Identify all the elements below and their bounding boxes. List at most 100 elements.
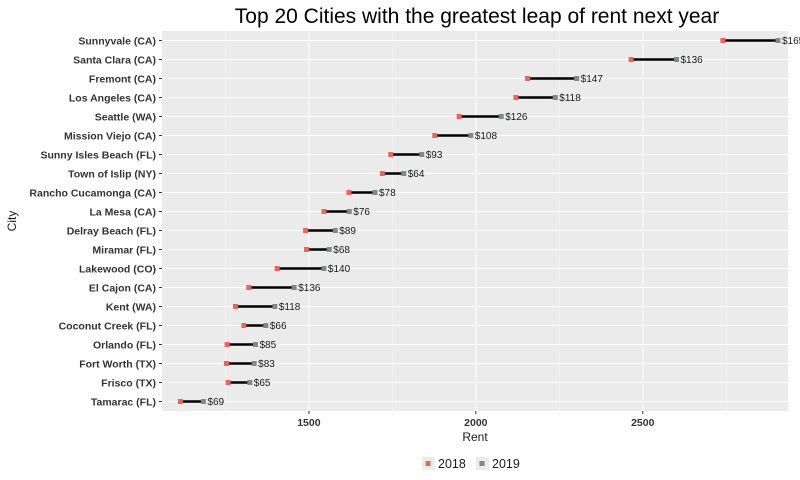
legend-label: 2019 <box>492 457 520 471</box>
legend-item: 2019 <box>476 457 520 471</box>
point-2019 <box>200 399 206 404</box>
increase-label: $136 <box>680 55 703 66</box>
increase-label: $83 <box>258 359 275 370</box>
point-2019 <box>326 247 332 252</box>
legend-swatch <box>479 461 485 466</box>
dumbbell-row: $118 <box>232 302 301 313</box>
increase-label: $68 <box>333 245 350 256</box>
dumbbell-row: $68 <box>304 245 350 256</box>
point-2019 <box>272 304 278 309</box>
city-label: Town of Islip (NY) <box>68 168 156 180</box>
y-axis-title: City <box>5 211 19 232</box>
dumbbell-row: $165 <box>720 36 800 47</box>
increase-label: $165 <box>782 36 800 47</box>
city-label: Coconut Creek (FL) <box>59 320 156 332</box>
dumbbell-row: $83 <box>223 359 275 370</box>
increase-label: $89 <box>339 226 356 237</box>
city-label: Santa Clara (CA) <box>73 54 156 66</box>
increase-label: $65 <box>254 378 271 389</box>
city-label: Kent (WA) <box>106 301 156 313</box>
chart-title: Top 20 Cities with the greatest leap of … <box>235 5 719 28</box>
point-2018 <box>513 95 519 100</box>
dumbbell-row: $65 <box>225 378 271 389</box>
dumbbell-row: $136 <box>246 283 321 294</box>
increase-label: $118 <box>559 93 581 104</box>
dumbbell-row: $69 <box>177 397 225 408</box>
legend-label: 2018 <box>438 457 466 471</box>
dumbbell-row: $66 <box>241 321 287 332</box>
point-2019 <box>321 266 327 271</box>
dumbbell-row: $93 <box>388 150 443 161</box>
x-axis-ticks: 1500 2000 2500 <box>297 411 655 429</box>
point-2019 <box>401 171 407 176</box>
dumbbell-row: $118 <box>513 93 581 104</box>
city-label: Rancho Cucamonga (CA) <box>29 187 156 199</box>
point-2018 <box>628 57 634 62</box>
point-2019 <box>498 114 504 119</box>
city-label: Orlando (FL) <box>93 339 156 351</box>
point-2018 <box>321 209 327 214</box>
point-2018 <box>432 133 438 138</box>
city-label: Fremont (CA) <box>89 73 156 85</box>
dumbbell-row: $126 <box>456 112 528 123</box>
legend: 2018 2019 <box>422 457 520 471</box>
point-2019 <box>673 57 679 62</box>
city-label: Lakewood (CO) <box>79 263 156 275</box>
city-label: El Cajon (CA) <box>89 282 156 294</box>
point-2018 <box>720 38 726 43</box>
legend-item: 2018 <box>422 457 466 471</box>
point-2018 <box>274 266 280 271</box>
x-tick-label: 2500 <box>631 417 655 429</box>
gridlines <box>162 31 788 411</box>
increase-label: $147 <box>581 74 604 85</box>
point-2019 <box>247 380 253 385</box>
dumbbell-row: $140 <box>274 264 351 275</box>
city-label: Tamarac (FL) <box>91 396 156 408</box>
dumbbell-row: $147 <box>525 74 603 85</box>
data-rows: $165$136$147$118$126$108$93$64$78$76$89$… <box>177 36 800 408</box>
point-2018 <box>223 361 229 366</box>
increase-label: $64 <box>408 169 425 180</box>
increase-label: $69 <box>207 397 224 408</box>
point-2018 <box>304 247 310 252</box>
increase-label: $136 <box>298 283 321 294</box>
dumbbell-row: $136 <box>628 55 703 66</box>
point-2018 <box>177 399 183 404</box>
point-2019 <box>419 152 425 157</box>
point-2019 <box>291 285 297 290</box>
city-label: Sunnyvale (CA) <box>78 35 156 47</box>
point-2019 <box>552 95 558 100</box>
point-2018 <box>246 285 252 290</box>
city-label: Seattle (WA) <box>95 111 156 123</box>
point-2019 <box>468 133 474 138</box>
x-axis-title: Rent <box>462 430 488 444</box>
point-2019 <box>251 361 257 366</box>
dumbbell-row: $108 <box>432 131 498 142</box>
point-2018 <box>303 228 309 233</box>
x-tick-label: 2000 <box>464 417 488 429</box>
dumbbell-row: $85 <box>224 340 277 351</box>
increase-label: $140 <box>328 264 351 275</box>
point-2018 <box>346 190 352 195</box>
point-2018 <box>224 342 230 347</box>
point-2019 <box>263 323 269 328</box>
point-2018 <box>456 114 462 119</box>
increase-label: $85 <box>259 340 276 351</box>
city-label: Miramar (FL) <box>92 244 156 256</box>
point-2018 <box>525 76 531 81</box>
y-axis-city-labels: Sunnyvale (CA) Santa Clara (CA) Fremont (C… <box>29 35 162 408</box>
dumbbell-row: $78 <box>346 188 396 199</box>
city-label: La Mesa (CA) <box>89 206 156 218</box>
point-2019 <box>346 209 352 214</box>
city-label: Frisco (TX) <box>101 377 156 389</box>
increase-label: $108 <box>475 131 498 142</box>
point-2018 <box>388 152 394 157</box>
point-2019 <box>574 76 580 81</box>
increase-label: $93 <box>426 150 443 161</box>
city-label: Sunny Isles Beach (FL) <box>40 149 156 161</box>
increase-label: $76 <box>353 207 370 218</box>
city-label: Fort Worth (TX) <box>79 358 156 370</box>
point-2018 <box>232 304 238 309</box>
point-2019 <box>252 342 258 347</box>
